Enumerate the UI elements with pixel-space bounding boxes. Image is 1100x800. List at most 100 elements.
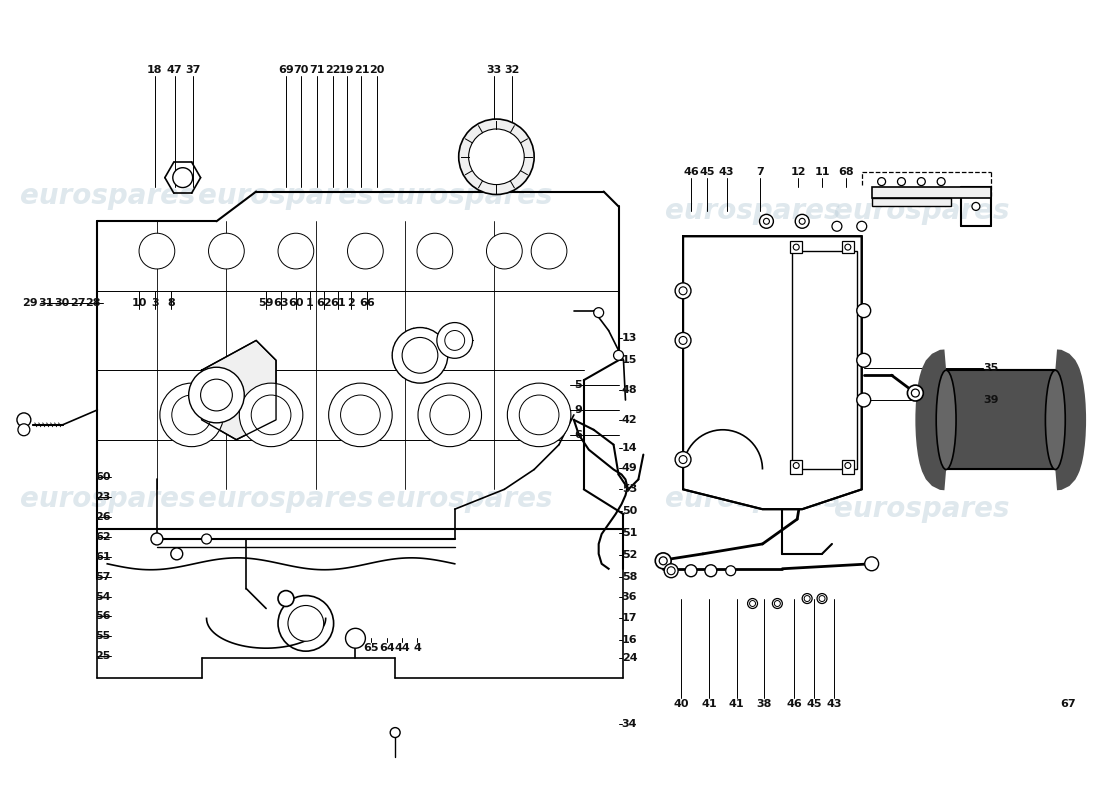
Text: 7: 7 [757,166,764,177]
Text: 13: 13 [621,334,637,343]
Text: eurospares: eurospares [198,486,374,514]
Text: 60: 60 [96,473,111,482]
Text: eurospares: eurospares [834,198,1009,226]
Circle shape [444,330,464,350]
Text: 64: 64 [379,643,395,653]
Circle shape [390,728,400,738]
Text: 15: 15 [621,355,637,366]
Circle shape [200,379,232,411]
Text: 10: 10 [131,298,146,308]
Text: 61: 61 [330,298,345,308]
Circle shape [817,594,827,603]
Circle shape [139,234,175,269]
Ellipse shape [936,370,956,470]
Circle shape [675,452,691,467]
Circle shape [614,350,624,360]
Text: 22: 22 [324,66,340,75]
Text: 59: 59 [258,298,274,308]
Text: 43: 43 [719,166,735,177]
Circle shape [679,287,688,294]
Circle shape [800,218,805,224]
Circle shape [393,327,448,383]
Text: 62: 62 [96,532,111,542]
Circle shape [726,566,736,576]
Circle shape [151,533,163,545]
Text: 63: 63 [273,298,288,308]
Text: 33: 33 [487,66,502,75]
Text: 48: 48 [621,385,637,395]
Circle shape [845,244,850,250]
Circle shape [793,244,800,250]
Text: 66: 66 [360,298,375,308]
Text: 6: 6 [574,430,582,440]
Circle shape [531,234,566,269]
Bar [792,251,857,470]
Text: 61: 61 [96,552,111,562]
Circle shape [403,338,438,373]
Circle shape [685,565,697,577]
Text: 71: 71 [309,66,324,75]
Circle shape [594,308,604,318]
Text: 70: 70 [294,66,308,75]
Text: 25: 25 [96,651,111,661]
Text: 17: 17 [621,614,637,623]
Circle shape [845,462,850,469]
Text: eurospares: eurospares [377,486,552,514]
Circle shape [209,234,244,269]
Text: eurospares: eurospares [198,182,374,210]
Circle shape [912,389,920,397]
Circle shape [348,234,383,269]
Circle shape [486,234,522,269]
Circle shape [16,413,31,427]
Circle shape [763,218,769,224]
Text: 42: 42 [621,415,637,425]
Circle shape [664,564,678,578]
Circle shape [804,595,810,602]
Circle shape [793,462,800,469]
Text: 44: 44 [394,643,410,653]
Text: 4: 4 [414,643,421,653]
Circle shape [189,367,244,423]
Bar [871,198,952,206]
Circle shape [917,178,925,186]
Bar [842,241,854,253]
Text: 65: 65 [364,643,380,653]
Text: 34: 34 [621,718,637,729]
Text: 52: 52 [621,550,637,560]
Circle shape [748,598,758,609]
Circle shape [749,601,756,606]
Circle shape [278,595,333,651]
Circle shape [820,595,825,602]
Circle shape [173,168,192,187]
Text: 19: 19 [339,66,354,75]
Text: 23: 23 [96,492,111,502]
Bar [790,459,802,474]
Text: 8: 8 [167,298,175,308]
Text: 36: 36 [621,591,637,602]
Text: 45: 45 [806,698,822,709]
Text: eurospares: eurospares [20,182,195,210]
Text: 43: 43 [826,698,842,709]
Text: 39: 39 [983,395,999,405]
Text: 45: 45 [700,166,715,177]
Circle shape [240,383,303,446]
Circle shape [898,178,905,186]
Text: 40: 40 [673,698,689,709]
Circle shape [878,178,886,186]
Text: 21: 21 [354,66,370,75]
Ellipse shape [1045,370,1065,470]
Circle shape [519,395,559,434]
Text: 11: 11 [814,166,829,177]
Text: 51: 51 [621,528,637,538]
Text: 68: 68 [838,166,854,177]
Text: 14: 14 [621,442,637,453]
Bar [842,459,854,474]
Circle shape [675,283,691,298]
Text: 41: 41 [701,698,717,709]
Bar [946,370,1055,470]
Text: 41: 41 [729,698,745,709]
Circle shape [170,548,183,560]
Text: 27: 27 [69,298,85,308]
Circle shape [345,628,365,648]
Circle shape [774,601,780,606]
